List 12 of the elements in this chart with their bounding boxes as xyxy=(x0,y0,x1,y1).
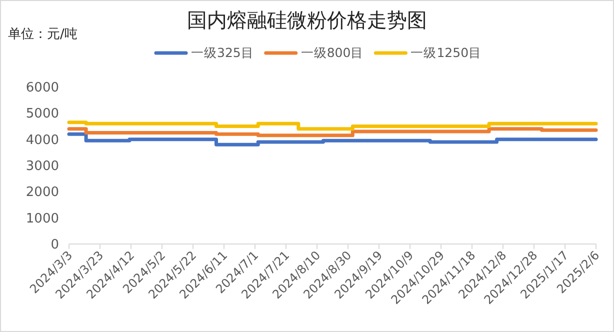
y-tick-label: 5000 xyxy=(26,106,59,122)
y-tick-label: 2000 xyxy=(26,185,59,200)
legend-label: 一级1250目 xyxy=(410,45,482,60)
legend-label: 一级800目 xyxy=(300,45,364,60)
y-tick-label: 0 xyxy=(50,238,59,252)
y-tick-label: 1000 xyxy=(26,211,59,226)
chart-title: 国内熔融硅微粉价格走势图 xyxy=(187,8,427,32)
y-tick-label: 3000 xyxy=(26,159,59,174)
y-axis-title: 单位：元/吨 xyxy=(8,27,78,42)
y-tick-label: 6000 xyxy=(26,80,59,96)
legend-label: 一级325目 xyxy=(191,45,254,60)
y-tick-label: 4000 xyxy=(26,132,59,148)
